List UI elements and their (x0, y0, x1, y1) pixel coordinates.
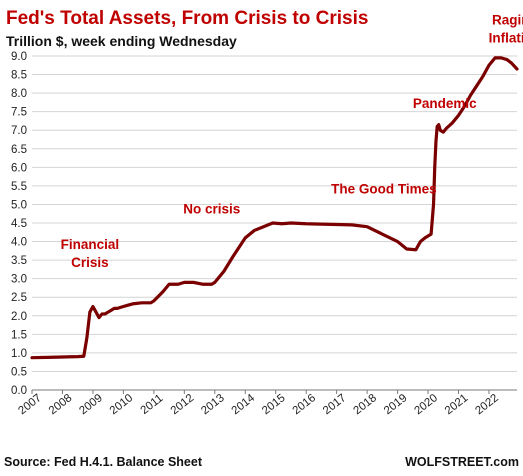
y-tick-label: 7.5 (11, 107, 27, 119)
x-axis-ticks: 2007 2008 2009 2010 2011 2012 2013 2014 2015 2016… (16, 390, 501, 417)
brand-label: WOLFSTREET.com (405, 455, 519, 469)
annotations: Financial Crisis No crisis The Good Times Pa… (61, 12, 523, 269)
y-tick-label: 2.5 (11, 292, 27, 304)
x-tick-label: 2011 (139, 392, 166, 417)
x-tick-label: 2020 (412, 392, 440, 417)
y-tick-label: 5.0 (11, 199, 27, 211)
annotation-label: Financial (61, 237, 120, 252)
y-axis-ticks: 0.0 0.5 1.0 1.5 2.0 2.5 3.0 3.5 4.0 4.5 5.0 5.5 6.0 6… (11, 51, 27, 397)
x-tick-label: 2017 (321, 392, 349, 417)
annotation-label: Crisis (71, 255, 109, 270)
y-tick-label: 6.0 (11, 162, 27, 174)
x-tick-label: 2022 (473, 392, 501, 417)
y-tick-label: 0.5 (11, 366, 27, 378)
y-tick-label: 1.5 (11, 329, 27, 341)
y-tick-label: 3.0 (11, 274, 27, 286)
x-tick-label: 2008 (47, 392, 75, 417)
annotation-label: Raging (492, 12, 523, 27)
y-tick-label: 8.5 (11, 70, 27, 82)
x-tick-label: 2021 (443, 392, 471, 417)
x-tick-label: 2015 (260, 392, 288, 417)
x-tick-label: 2016 (291, 392, 319, 417)
y-tick-label: 2.0 (11, 311, 27, 323)
y-tick-label: 7.0 (11, 125, 27, 137)
y-tick-label: 3.5 (11, 255, 27, 267)
y-tick-label: 9.0 (11, 51, 27, 63)
y-tick-label: 8.0 (11, 88, 27, 100)
y-tick-label: 4.5 (11, 218, 27, 230)
annotation-label: No crisis (183, 202, 240, 217)
annotation-label: The Good Times (331, 181, 437, 196)
x-tick-label: 2014 (230, 392, 258, 418)
x-tick-label: 2018 (351, 392, 379, 417)
y-tick-label: 1.0 (11, 348, 27, 360)
x-tick-label: 2009 (77, 392, 105, 417)
annotation-label: Inflation (489, 30, 523, 45)
y-tick-label: 5.5 (11, 181, 27, 193)
x-tick-label: 2012 (169, 392, 197, 417)
series-line-0 (30, 56, 519, 360)
annotation-label: Pandemic (413, 96, 477, 111)
source-note: Source: Fed H.4.1. Balance Sheet (4, 455, 203, 469)
series-group (30, 56, 519, 360)
y-tick-label: 6.5 (11, 144, 27, 156)
chart-title: Fed's Total Assets, From Crisis to Crisi… (6, 8, 368, 29)
chart-subtitle: Trillion $, week ending Wednesday (6, 33, 237, 49)
y-tick-label: 0.0 (11, 385, 27, 397)
x-tick-label: 2010 (108, 392, 136, 417)
x-tick-label: 2019 (382, 392, 410, 417)
x-tick-label: 2013 (199, 392, 227, 417)
y-tick-label: 4.0 (11, 237, 27, 249)
